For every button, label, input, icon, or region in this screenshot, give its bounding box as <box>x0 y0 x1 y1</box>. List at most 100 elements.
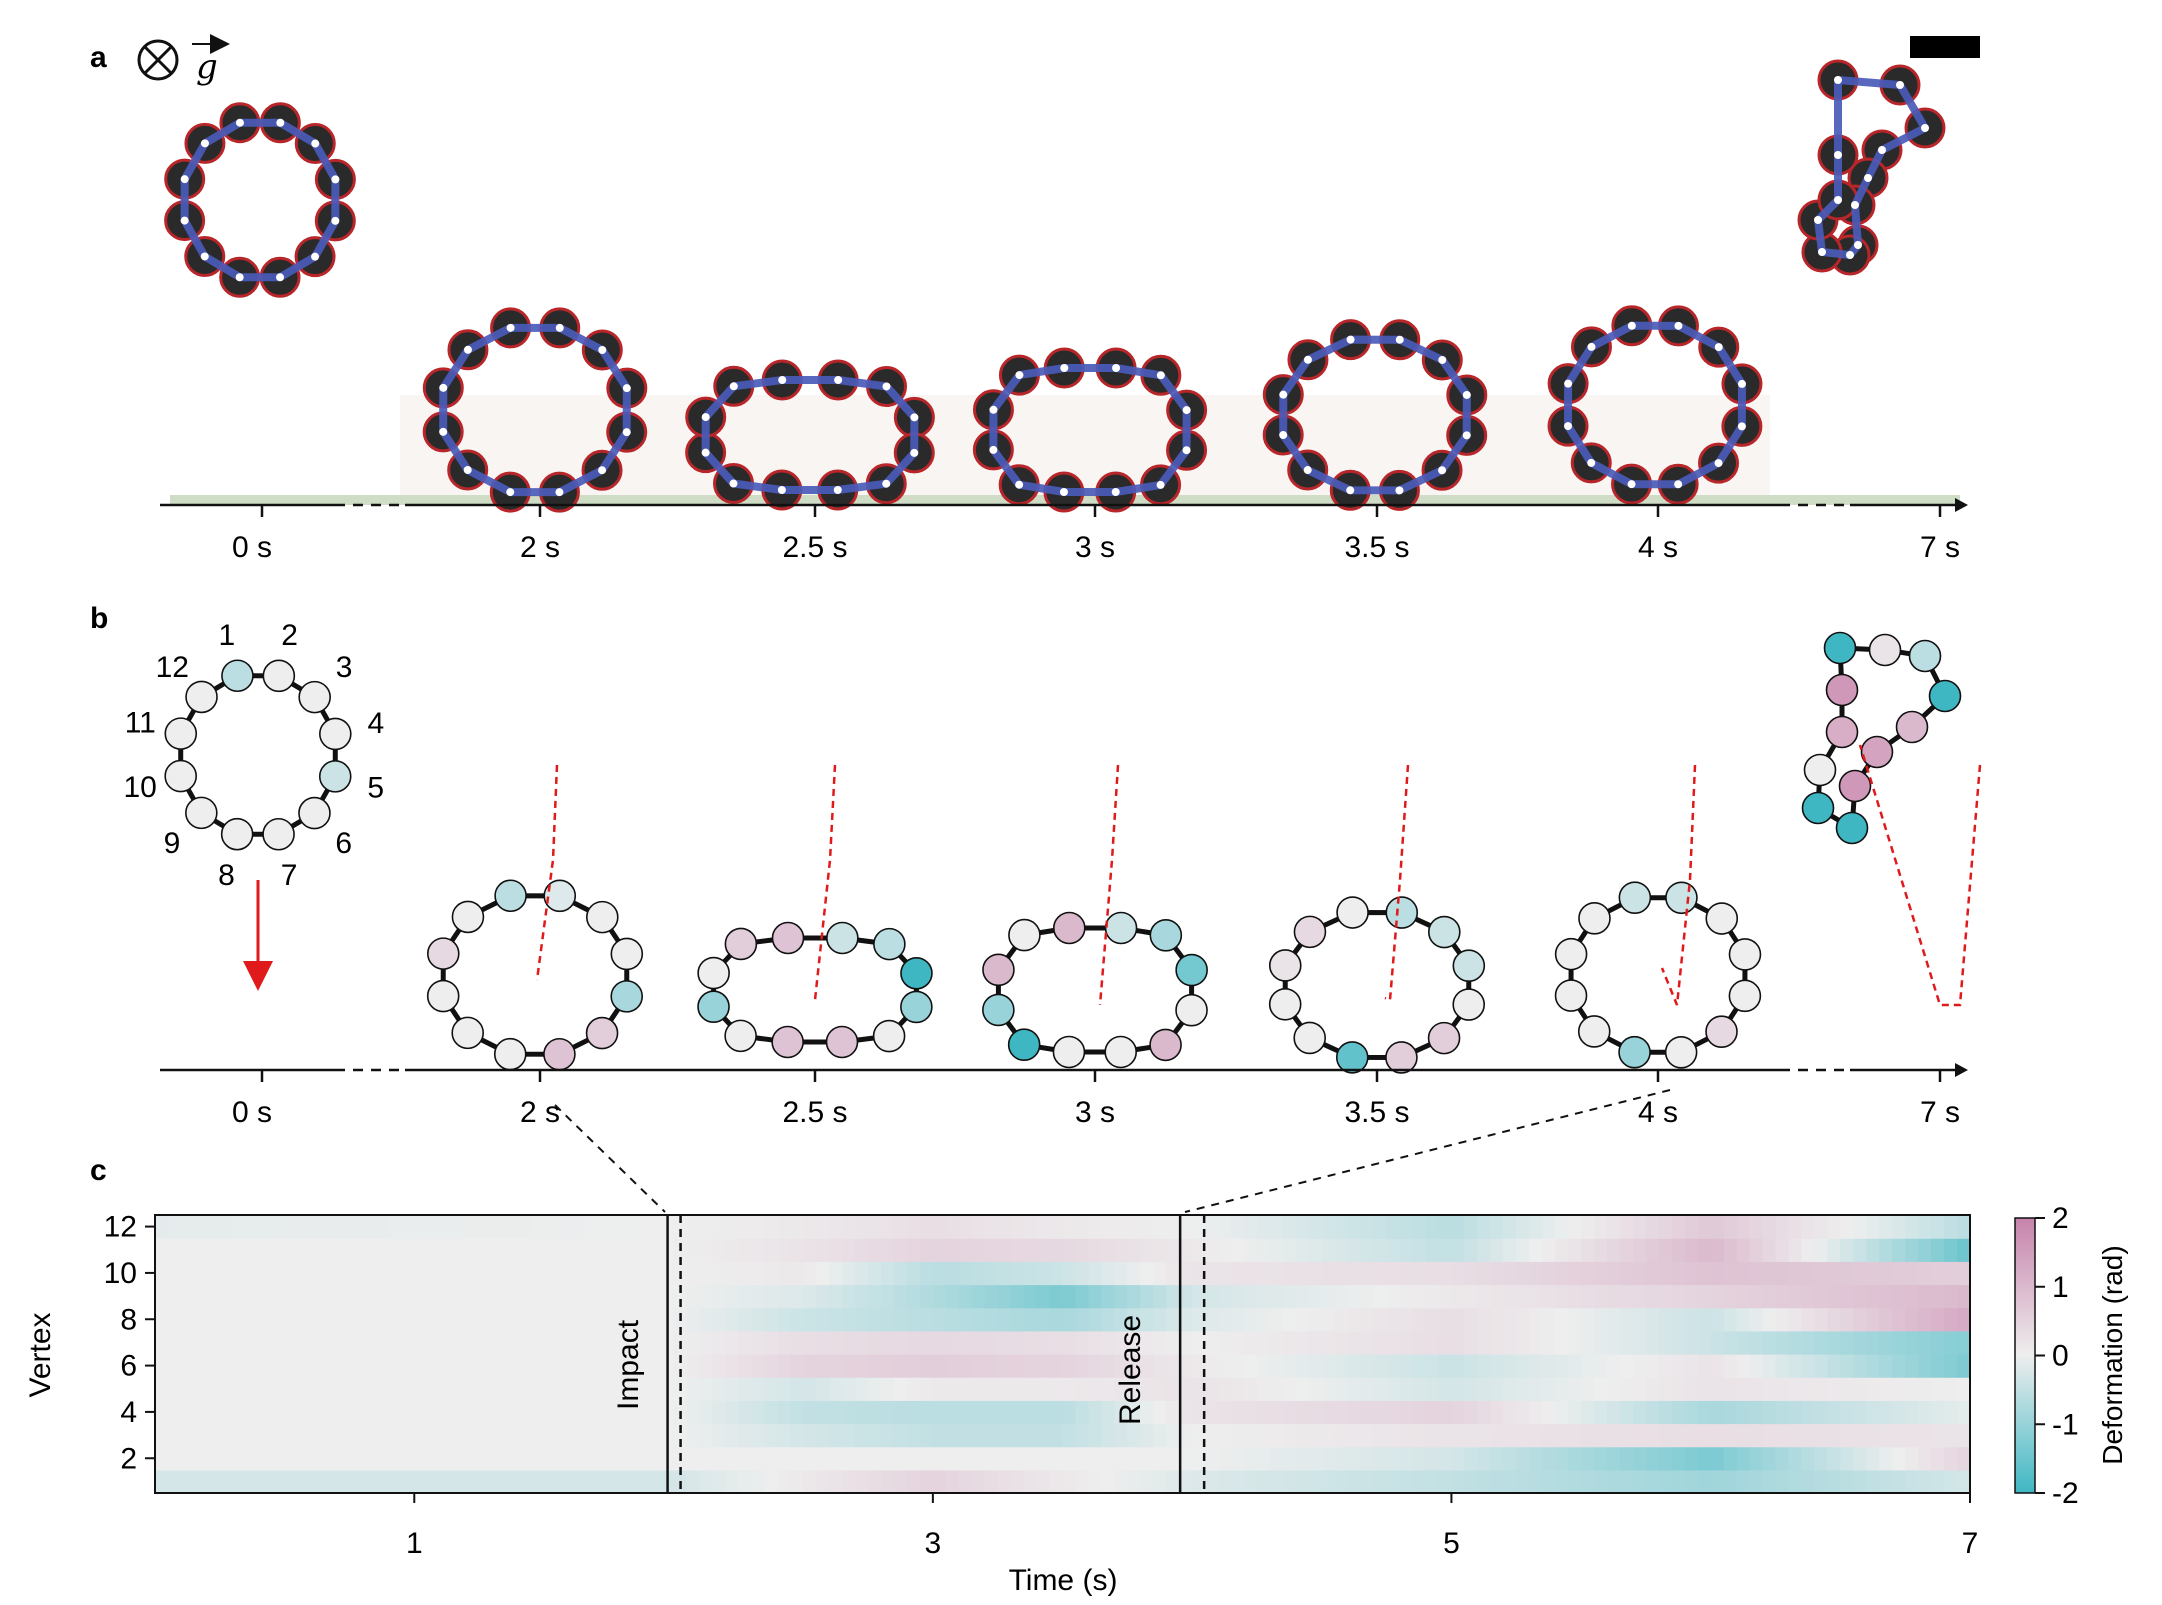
ring-vertex-marker <box>833 486 842 494</box>
heatmap-cell <box>945 1284 960 1309</box>
heatmap-cell <box>1023 1307 1038 1332</box>
heatmap-cell <box>1127 1330 1141 1355</box>
heatmap-cell <box>764 1330 778 1355</box>
heatmap-cell <box>1594 1423 1608 1448</box>
heatmap-cell <box>997 1423 1012 1448</box>
heatmap-cell <box>1386 1400 1401 1425</box>
heatmap-cell <box>738 1261 752 1286</box>
heatmap-cell <box>1516 1446 1530 1471</box>
heatmap-cell <box>271 1261 286 1286</box>
heatmap-cell <box>1231 1400 1245 1425</box>
heatmap-cell <box>556 1400 571 1425</box>
heatmap-cell <box>1931 1354 1945 1378</box>
heatmap-cell <box>1645 1423 1660 1448</box>
heatmap-cell <box>1632 1446 1647 1471</box>
heatmap-cell <box>427 1469 441 1494</box>
heatmap-cell <box>842 1377 856 1401</box>
heatmap-cell <box>1451 1469 1465 1494</box>
vertex-node <box>610 980 644 1013</box>
heatmap-cell <box>492 1400 506 1425</box>
heatmap-cell <box>310 1423 325 1448</box>
heatmap-cell <box>1931 1307 1945 1332</box>
heatmap-cell <box>1827 1400 1841 1425</box>
heatmap-cell <box>919 1469 934 1494</box>
heatmap-cell <box>466 1284 480 1309</box>
heatmap-cell <box>1269 1377 1284 1401</box>
heatmap-cell <box>595 1423 610 1448</box>
heatmap-cell <box>375 1238 389 1262</box>
y-tick-label: 2 <box>120 1442 137 1475</box>
heatmap-cell <box>919 1238 934 1262</box>
vertex-node <box>982 953 1015 987</box>
heatmap-cell <box>1710 1261 1725 1286</box>
colorbar-ticks: 210-1-2 <box>2035 1202 2079 1510</box>
heatmap-cell <box>1840 1261 1854 1286</box>
heatmap-cell <box>712 1446 727 1471</box>
heatmap-cell <box>505 1238 519 1262</box>
heatmap-cell <box>1775 1330 1790 1355</box>
heatmap-cell <box>180 1377 195 1401</box>
time-axis-arrowhead <box>1955 498 1968 512</box>
heatmap-cell <box>1438 1261 1453 1286</box>
ring-vertex-marker <box>555 488 564 497</box>
heatmap-cell <box>1490 1423 1504 1448</box>
vertex-node <box>1149 1028 1182 1062</box>
heatmap-cell <box>881 1238 895 1262</box>
heatmap-cell <box>1490 1215 1504 1239</box>
heatmap-cell <box>1360 1330 1375 1355</box>
time-tick-label: 3 s <box>1075 1096 1115 1129</box>
heatmap-cell <box>725 1330 739 1355</box>
heatmap-cell <box>1269 1261 1284 1286</box>
heatmap-cell <box>1490 1307 1504 1332</box>
heatmap-cell <box>1944 1423 1958 1448</box>
heatmap-cell <box>1944 1261 1958 1286</box>
heatmap-cell <box>1866 1469 1880 1494</box>
heatmap-cell <box>1010 1469 1025 1494</box>
heatmap-cell <box>777 1469 791 1494</box>
heatmap-cell <box>297 1238 312 1262</box>
heatmap-cell <box>1801 1261 1816 1286</box>
heatmap-cell <box>1736 1400 1751 1425</box>
heatmap-cell <box>1555 1238 1569 1262</box>
heatmap-cell <box>1386 1261 1401 1286</box>
trajectories <box>535 744 1982 1007</box>
ring-vertex-marker <box>1182 406 1191 415</box>
heatmap-cell <box>1360 1284 1375 1309</box>
heatmap-cell <box>1542 1238 1556 1262</box>
heatmap-cell <box>492 1284 506 1309</box>
vertex-node <box>1268 949 1302 982</box>
heatmap-cell <box>1788 1215 1803 1239</box>
heatmap-cell <box>647 1215 662 1239</box>
heatmap-cell <box>167 1238 182 1262</box>
ring-vertex-marker <box>1111 488 1120 496</box>
heatmap-cell <box>1866 1330 1880 1355</box>
heatmap-cell <box>1464 1423 1478 1448</box>
heatmap-cell <box>1373 1377 1388 1401</box>
heatmap-cell <box>1347 1330 1362 1355</box>
heatmap-cell <box>543 1215 558 1239</box>
heatmap-cell <box>1205 1377 1219 1401</box>
heatmap-cell <box>906 1238 921 1262</box>
heatmap-cell <box>1697 1469 1712 1494</box>
ring-vertex-marker <box>1834 196 1842 204</box>
vertex-node <box>1104 911 1138 945</box>
heatmap-cell <box>595 1261 610 1286</box>
heatmap-cell <box>1386 1446 1401 1471</box>
heatmap-cell <box>1801 1469 1816 1494</box>
heatmap-cell <box>1179 1284 1193 1309</box>
heatmap-cell <box>647 1330 662 1355</box>
heatmap-cell <box>1244 1284 1258 1309</box>
heatmap-cell <box>1464 1261 1478 1286</box>
heatmap-cell <box>427 1307 441 1332</box>
heatmap-cell <box>945 1238 960 1262</box>
vertex-node <box>1705 902 1739 935</box>
heatmap-cell <box>258 1354 273 1378</box>
vertex-label: 11 <box>125 706 156 739</box>
heatmap-cell <box>1399 1261 1414 1286</box>
heatmap-cell <box>608 1238 623 1262</box>
heatmap-cell <box>1088 1238 1102 1262</box>
heatmap-cell <box>738 1400 752 1425</box>
heatmap-cell <box>582 1354 597 1378</box>
heatmap-cell <box>336 1215 351 1239</box>
heatmap-cell <box>1516 1423 1530 1448</box>
